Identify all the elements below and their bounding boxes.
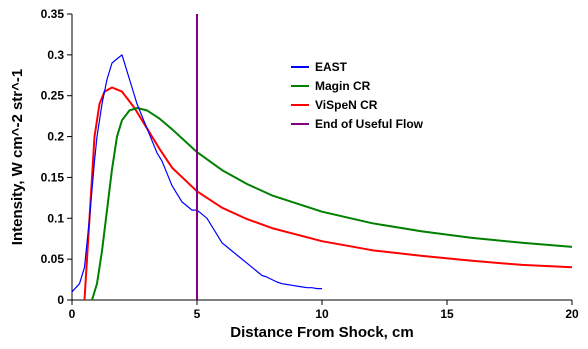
legend-label-east: EAST (315, 60, 348, 74)
y-tick-label: 0.05 (41, 252, 65, 266)
y-tick-label: 0.35 (41, 7, 65, 21)
series-vispen-cr-line (83, 86, 573, 301)
legend: EAST Magin CR ViSpeN CR End of Useful Flow (291, 60, 424, 131)
x-tick-label: 15 (440, 307, 454, 321)
x-tick-label: 0 (69, 307, 76, 321)
y-tick-label: 0.15 (41, 170, 65, 184)
y-tick-label: 0.1 (47, 211, 64, 225)
y-axis-ticks: 0 0.05 0.1 0.15 0.2 0.25 0.3 0.35 (41, 7, 72, 307)
y-tick-label: 0.3 (47, 48, 64, 62)
legend-label-end-of-useful-flow: End of Useful Flow (315, 117, 424, 131)
x-axis-ticks: 0 5 10 15 20 (69, 300, 579, 321)
legend-label-vispen-cr: ViSpeN CR (315, 98, 378, 112)
y-tick-label: 0.25 (41, 89, 65, 103)
y-tick-label: 0 (57, 293, 64, 307)
plot-area (71, 14, 572, 301)
x-tick-label: 5 (194, 307, 201, 321)
series-layer (71, 14, 573, 301)
y-axis-title: Intensity, W cm^-2 str^-1 (9, 69, 26, 245)
x-tick-label: 10 (315, 307, 329, 321)
y-tick-label: 0.2 (47, 130, 64, 144)
series-magin-cr-line (91, 107, 573, 301)
x-axis-title: Distance From Shock, cm (230, 324, 413, 341)
legend-label-magin-cr: Magin CR (315, 79, 371, 93)
x-tick-label: 20 (565, 307, 579, 321)
